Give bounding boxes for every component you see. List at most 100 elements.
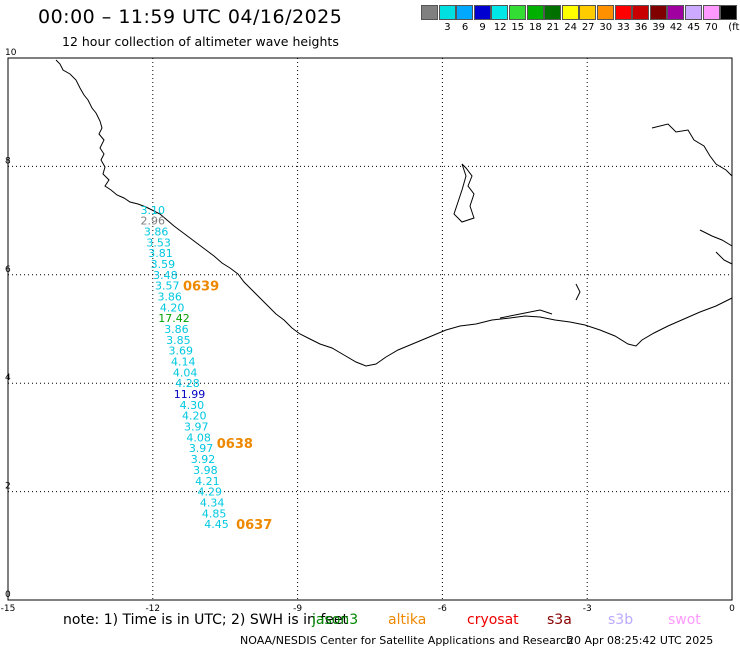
pass-time-label: 0639 [183, 280, 219, 295]
lon-tick-label: -9 [293, 604, 302, 614]
wave-height-label: 3.86 [157, 290, 182, 303]
wave-height-label: 3.48 [153, 269, 178, 282]
footer-note: note: 1) Time is in UTC; 2) SWH is in fe… [63, 612, 349, 628]
color-swatch [438, 5, 456, 20]
lat-tick-label: 8 [5, 156, 11, 166]
map-frame [7, 57, 733, 601]
map-subtitle: 12 hour collection of altimeter wave hei… [62, 34, 339, 49]
color-swatch [579, 5, 597, 20]
color-swatch [456, 5, 474, 20]
color-swatch [508, 5, 526, 20]
pass-time-label: 0638 [217, 437, 253, 452]
satellite-legend-item: swot [668, 612, 701, 628]
wave-height-label: 3.97 [189, 442, 214, 455]
wave-height-label: 4.29 [198, 486, 223, 499]
wave-height-label: 3.57 [155, 280, 180, 293]
color-scale-tick-label: 36 [634, 22, 648, 33]
wave-height-label: 11.99 [174, 388, 206, 401]
color-scale-tick-label: 70 [705, 22, 718, 33]
lon-tick-label: -12 [145, 604, 160, 614]
wave-height-label: 4.21 [195, 475, 220, 488]
color-swatch [421, 5, 438, 20]
wave-height-label: 4.04 [173, 366, 198, 379]
lat-tick-label: 10 [5, 48, 17, 58]
color-scale-unit: (ft) [728, 22, 740, 33]
color-scale-tick-label: 18 [529, 22, 542, 33]
lon-tick-label: -6 [438, 604, 447, 614]
wave-height-label: 4.85 [202, 507, 227, 520]
altimeter-track: 3.102.963.863.533.813.593.483.573.864.20… [141, 204, 273, 533]
color-scale-tick-label: 3 [444, 22, 451, 33]
inland-water-feature [699, 229, 733, 265]
wave-height-label: 4.08 [186, 431, 211, 444]
map-title: 00:00 – 11:59 UTC 04/16/2025 [38, 6, 343, 28]
color-swatch [491, 5, 509, 20]
satellite-legend-item: s3b [608, 612, 634, 628]
color-scale-tick-label: 15 [511, 22, 525, 33]
lat-tick-label: 6 [5, 265, 11, 275]
color-scale-tick-label: 21 [546, 22, 560, 33]
graticule [8, 58, 732, 600]
color-scale-legend [421, 5, 738, 20]
color-scale-tick-label: 42 [669, 22, 683, 33]
satellite-legend-item: s3a [547, 612, 572, 628]
wave-height-label: 4.34 [200, 496, 225, 509]
inland-water-feature [651, 123, 733, 177]
color-scale-tick-label: 12 [493, 22, 507, 33]
color-swatch [614, 5, 632, 20]
generation-timestamp: 20 Apr 08:25:42 UTC 2025 [567, 634, 714, 647]
color-scale-tick-label: 24 [564, 22, 577, 33]
color-scale-tick-label: 33 [617, 22, 630, 33]
wave-height-label: 4.14 [171, 356, 196, 369]
wave-height-label: 3.97 [184, 421, 209, 434]
color-swatch [526, 5, 544, 20]
axis-ticks: -15 -12 -9 -6 -3 0 0 2 4 6 8 10 [1, 48, 735, 614]
pass-time-label: 0637 [236, 518, 272, 533]
wave-height-label: 4.28 [175, 377, 200, 390]
satellite-legend-item: cryosat [467, 612, 519, 628]
wave-height-label: 4.20 [160, 301, 185, 314]
color-swatch [544, 5, 562, 20]
inland-water-feature [499, 283, 581, 319]
credit-line: NOAA/NESDIS Center for Satellite Applica… [240, 634, 574, 647]
color-scale-tick-label: 9 [479, 22, 486, 33]
wave-height-label: 3.81 [148, 247, 173, 260]
wave-height-label: 3.92 [191, 453, 216, 466]
color-scale-tick-label: 6 [461, 22, 469, 33]
color-scale-tick-label: 30 [599, 22, 613, 33]
wave-height-label: 2.96 [141, 215, 166, 228]
lat-tick-label: 4 [5, 373, 11, 383]
wave-height-label: 3.69 [169, 345, 194, 358]
wave-height-label: 4.20 [182, 410, 207, 423]
wave-height-label: 17.42 [158, 312, 190, 325]
color-scale-tick-label: 27 [581, 22, 595, 33]
lon-tick-label: -3 [583, 604, 592, 614]
wave-height-label: 3.86 [144, 225, 169, 238]
satellite-legend-item: jason3 [312, 612, 359, 628]
color-scale-tick-label: 45 [687, 22, 701, 33]
lat-tick-label: 0 [5, 590, 11, 600]
wave-height-label: 3.10 [141, 204, 166, 217]
wave-height-label: 3.85 [166, 334, 191, 347]
color-swatch [667, 5, 685, 20]
wave-height-label: 4.30 [180, 399, 205, 412]
color-swatch [702, 5, 720, 20]
wave-height-label: 3.53 [146, 236, 171, 249]
color-swatch [649, 5, 667, 20]
color-swatch [720, 5, 738, 20]
satellite-legend-item: altika [388, 612, 427, 628]
wave-height-label: 3.98 [193, 464, 218, 477]
color-swatch [684, 5, 702, 20]
lat-tick-label: 2 [5, 482, 11, 492]
lon-tick-label: -15 [1, 604, 16, 614]
color-swatch [473, 5, 491, 20]
coastline-west-africa [55, 59, 733, 367]
inland-water-feature [453, 163, 475, 223]
wave-height-label: 4.45 [204, 518, 229, 531]
color-swatch [561, 5, 579, 20]
lon-tick-label: 0 [729, 604, 735, 614]
wave-height-label: 3.86 [164, 323, 189, 336]
wave-height-label: 3.59 [151, 258, 176, 271]
color-scale-tick-label: 39 [652, 22, 665, 33]
